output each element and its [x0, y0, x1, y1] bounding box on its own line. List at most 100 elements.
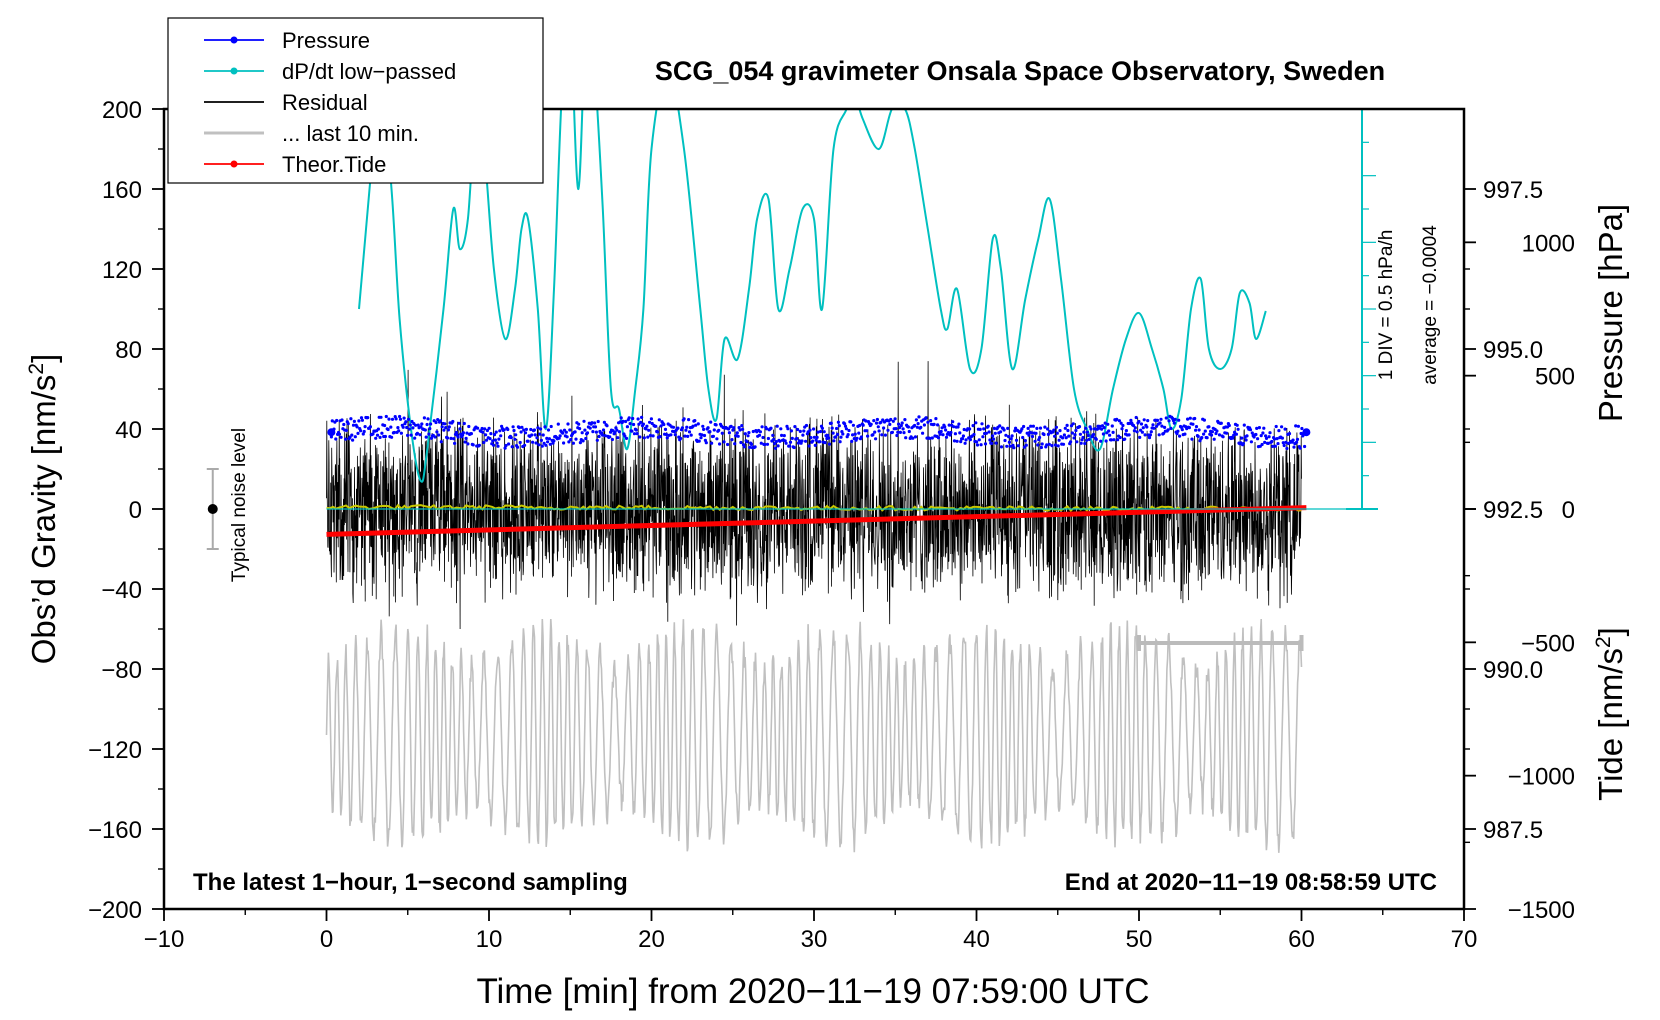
pressure-point: [1166, 428, 1170, 432]
pressure-point: [383, 423, 387, 428]
pressure-point: [422, 416, 426, 420]
pressure-point: [647, 428, 651, 432]
pressure-point: [605, 424, 609, 428]
pressure-point: [941, 433, 945, 437]
annotation-left: The latest 1−hour, 1−second sampling: [193, 869, 628, 896]
pressure-point: [499, 434, 503, 438]
pressure-point: [1236, 427, 1240, 431]
pressure-point: [429, 436, 434, 440]
pressure-point: [968, 438, 973, 442]
pressure-point: [857, 431, 861, 435]
pressure-point: [757, 433, 762, 437]
pressure-point: [1043, 425, 1047, 429]
pressure-point: [507, 442, 511, 446]
pressure-point: [706, 426, 710, 430]
legend-label: Residual: [282, 90, 368, 115]
pressure-point: [541, 433, 545, 437]
tide-axis-title-end: ]: [1592, 627, 1629, 636]
pressure-point: [1135, 430, 1139, 434]
pressure-point: [546, 440, 550, 444]
pressure-point: [1046, 432, 1050, 436]
pressure-point: [646, 435, 650, 439]
pressure-point: [823, 441, 827, 445]
pressure-point: [830, 426, 834, 430]
pressure-point: [769, 426, 773, 430]
pressure-point: [1271, 444, 1275, 448]
pressure-point: [844, 427, 849, 431]
pressure-point: [1061, 442, 1066, 446]
pressure-point: [526, 439, 530, 443]
pressure-point: [1020, 427, 1024, 431]
pressure-point: [398, 417, 403, 421]
pressure-point: [816, 430, 820, 434]
pressure-point: [561, 431, 565, 435]
pressure-point: [548, 442, 552, 446]
pressure-point: [569, 438, 573, 442]
pressure-point: [958, 431, 962, 435]
pressure-point: [1257, 426, 1261, 430]
legend-label: ... last 10 min.: [282, 121, 419, 146]
pressure-point: [424, 435, 428, 439]
pressure-point: [591, 430, 595, 434]
pressure-point: [1209, 433, 1214, 437]
pressure-point: [524, 427, 529, 431]
pressure-point: [443, 422, 447, 426]
pressure-point: [582, 419, 586, 423]
pressure-point: [1254, 432, 1258, 437]
pressure-point: [1301, 434, 1305, 438]
y-tick-label: −80: [101, 657, 142, 684]
pressure-point: [814, 438, 818, 442]
pressure-point: [593, 421, 597, 425]
pressure-point: [827, 436, 831, 440]
pressure-point: [717, 428, 721, 432]
pressure-point: [917, 415, 921, 419]
pressure-point: [807, 444, 811, 448]
pressure-point: [1062, 433, 1066, 437]
pressure-point: [1244, 438, 1248, 442]
noise-level-dot: [207, 504, 218, 514]
pressure-point: [457, 421, 461, 425]
pressure-point: [687, 430, 692, 434]
pressure-point: [1007, 440, 1012, 444]
pressure-point: [1074, 428, 1078, 433]
pressure-point: [1045, 443, 1049, 447]
pressure-point: [1082, 430, 1086, 434]
pressure-point: [359, 429, 363, 433]
y-axis-title-sup: 2: [25, 363, 48, 375]
pressure-point: [429, 422, 433, 426]
pressure-point: [1186, 417, 1190, 421]
pressure-point: [1099, 439, 1103, 443]
pressure-point: [1275, 437, 1279, 441]
pressure-point: [399, 431, 403, 435]
pressure-point: [1196, 434, 1200, 438]
pressure-point: [701, 424, 705, 428]
y-tick-label: 120: [102, 257, 142, 284]
pressure-point: [1191, 422, 1195, 426]
pressure-point: [1160, 424, 1164, 428]
pressure-point: [590, 421, 594, 425]
pressure-point: [702, 427, 706, 431]
pressure-point: [699, 436, 703, 440]
pressure-point: [352, 419, 356, 423]
pressure-point: [613, 431, 617, 435]
pressure-point: [1110, 424, 1114, 428]
pressure-point: [419, 425, 423, 429]
pressure-point: [738, 428, 742, 432]
pressure-point: [406, 417, 411, 421]
tide-tick-label: −500: [1521, 630, 1575, 657]
pressure-point: [1280, 425, 1284, 429]
pressure-point: [804, 423, 809, 428]
pressure-point: [749, 442, 754, 446]
pressure-point: [801, 433, 805, 437]
pressure-point: [1009, 437, 1013, 441]
legend-marker: [230, 160, 238, 168]
pressure-point: [715, 437, 719, 441]
pressure-point: [1138, 435, 1142, 439]
pressure-point: [1046, 427, 1050, 431]
legend-marker: [230, 67, 238, 75]
pressure-point: [975, 440, 979, 444]
y-tick-label: −120: [88, 737, 142, 764]
pressure-point: [556, 422, 560, 426]
pressure-point: [893, 417, 897, 421]
pressure-point: [1194, 425, 1199, 429]
